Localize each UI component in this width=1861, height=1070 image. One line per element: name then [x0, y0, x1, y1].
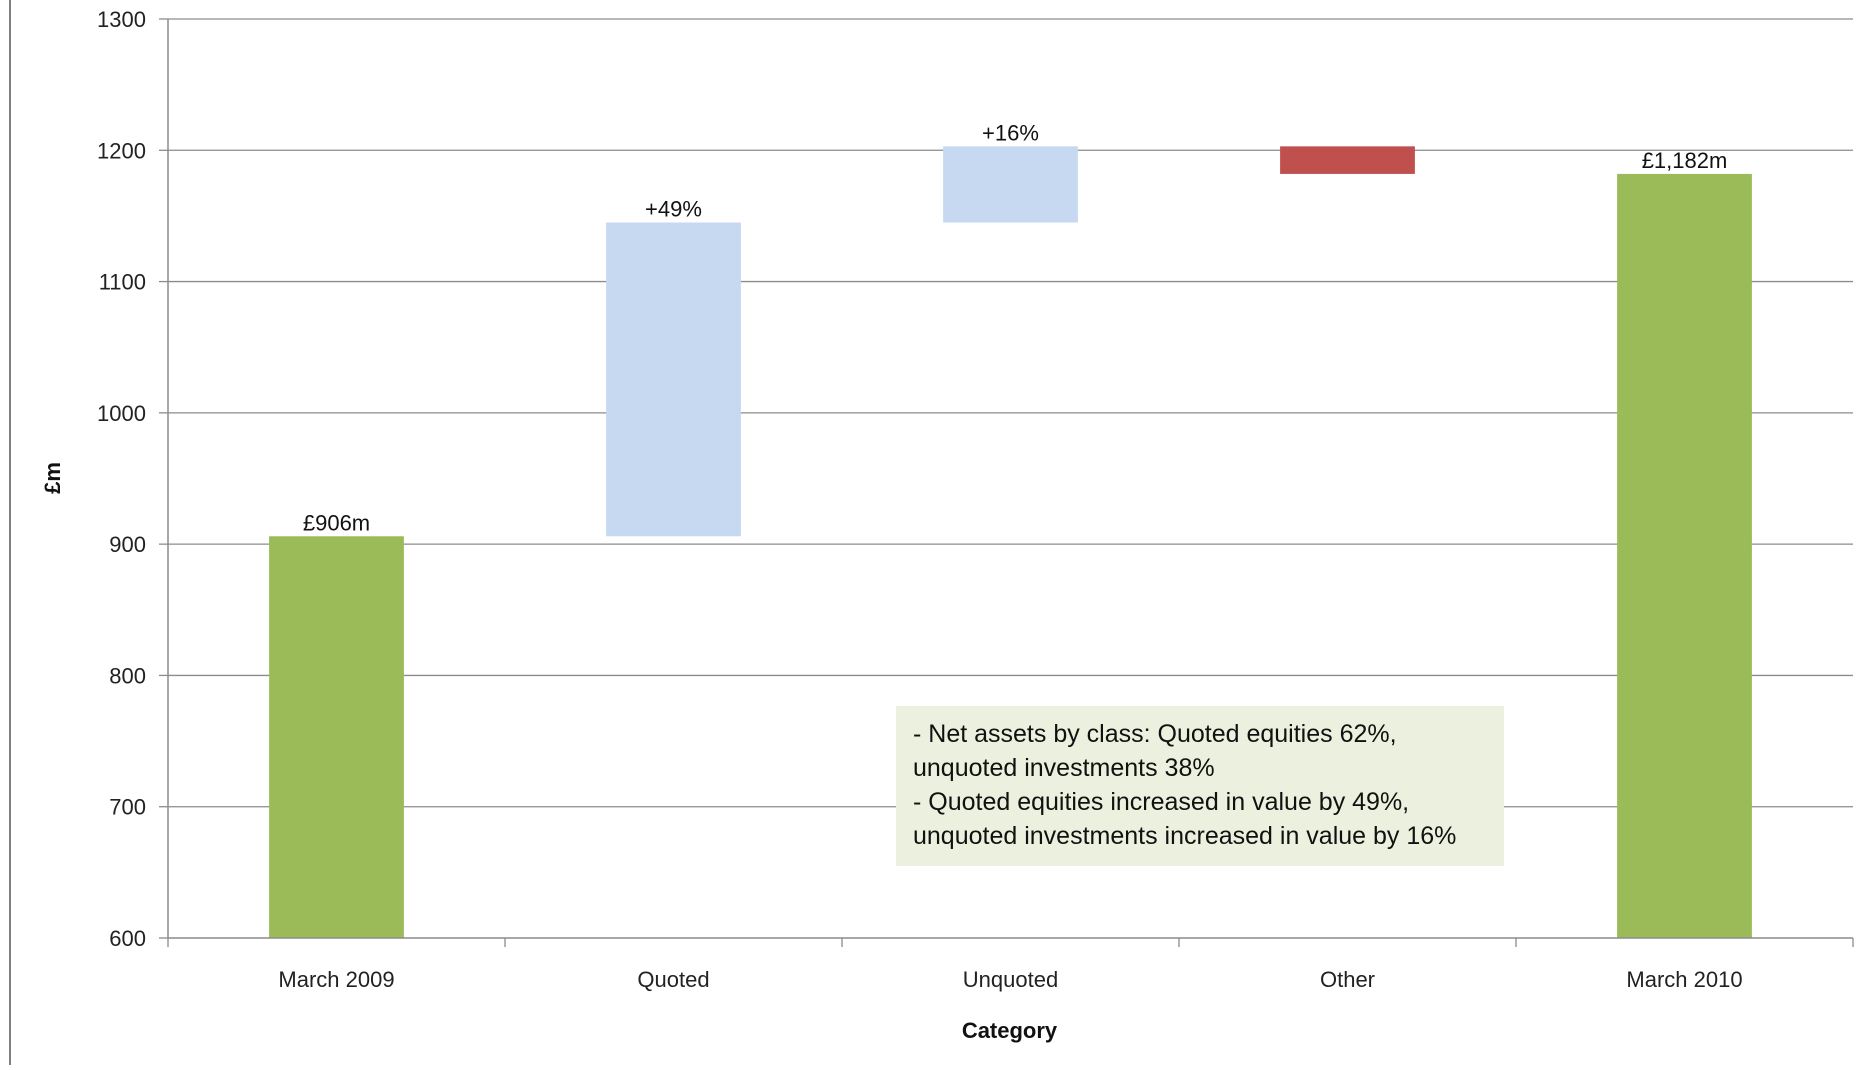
y-tick-label-1200: 1200: [97, 138, 146, 163]
y-tick-label-1000: 1000: [97, 401, 146, 426]
annotation-box: - Net assets by class: Quoted equities 6…: [896, 706, 1504, 866]
x-tick-label-unquoted: Unquoted: [963, 967, 1058, 992]
axes: [167, 19, 1853, 939]
data-label-quoted: +49%: [645, 196, 702, 221]
y-tick-label-900: 900: [109, 532, 146, 557]
data-label-unquoted: +16%: [982, 120, 1039, 145]
y-tick-label-1300: 1300: [97, 7, 146, 32]
y-tick-label-1100: 1100: [99, 270, 146, 295]
bar-unquoted: [943, 146, 1078, 223]
bar-march-2010: [1617, 173, 1752, 939]
x-axis-title: Category: [962, 1018, 1058, 1043]
annotation-line-1: - Net assets by class: Quoted equities 6…: [913, 720, 1397, 748]
data-labels: £906m +49% +16% £1,182m: [303, 120, 1727, 535]
bar-march-2009: [269, 536, 404, 938]
bars: [269, 146, 1752, 939]
annotation-line-2: unquoted investments 38%: [913, 754, 1215, 782]
tick-labels: 600 700 800 900 1000 1100 1200 1300 March 2009 Qu…: [97, 7, 1743, 992]
x-tick-label-march-2010: March 2010: [1626, 967, 1742, 992]
y-tick-label-600: 600: [109, 926, 146, 951]
data-label-march-2010: £1,182m: [1642, 148, 1728, 173]
annotation-background: [896, 706, 1504, 866]
bar-other: [1280, 146, 1415, 174]
annotation-line-3: - Quoted equities increased in value by …: [913, 788, 1409, 816]
y-tick-label-800: 800: [109, 663, 146, 688]
x-tick-label-march-2009: March 2009: [278, 967, 394, 992]
x-tick-label-other: Other: [1320, 967, 1375, 992]
data-label-march-2009: £906m: [303, 510, 370, 535]
y-axis-title: £m: [40, 462, 65, 494]
x-tick-label-quoted: Quoted: [637, 967, 709, 992]
y-tick-label-700: 700: [109, 795, 146, 820]
annotation-line-4: unquoted investments increased in value …: [913, 822, 1456, 850]
bar-quoted: [606, 222, 741, 537]
